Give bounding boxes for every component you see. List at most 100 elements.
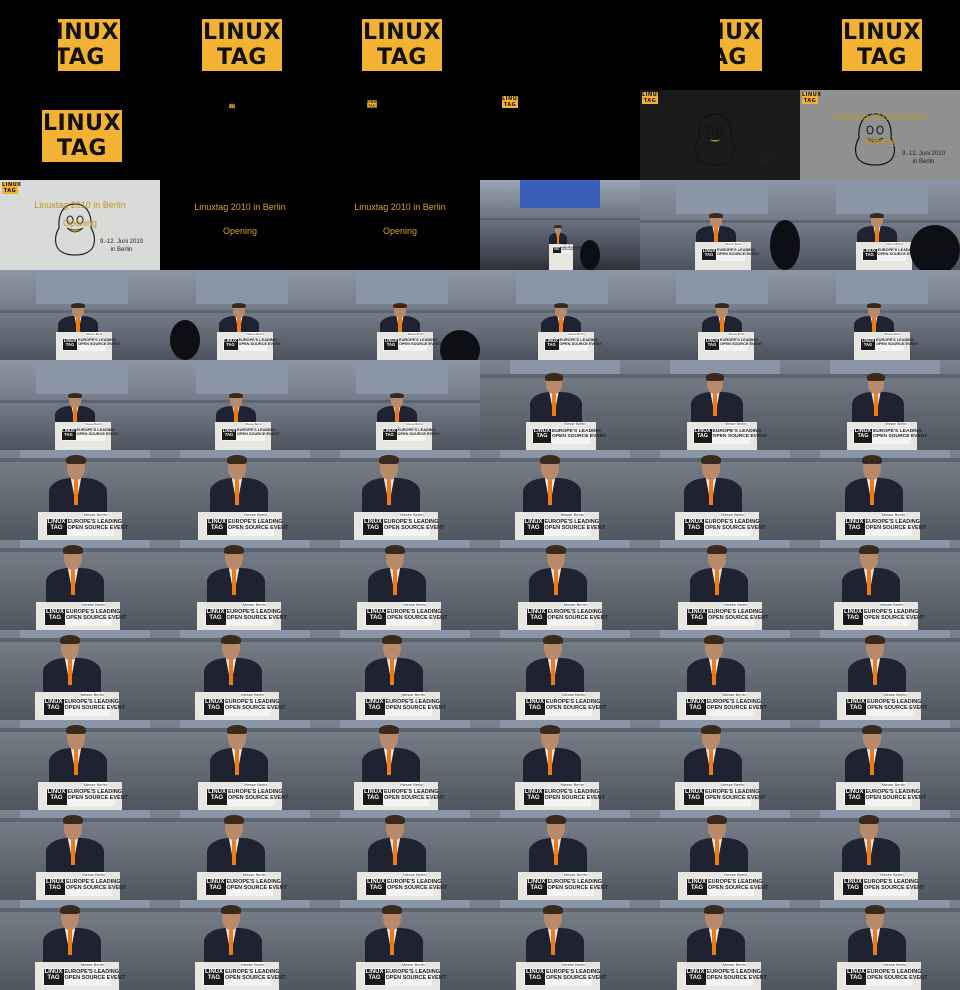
speaker (160, 900, 318, 990)
speaker-tie (869, 479, 875, 505)
lectern-event-text: EUROPE'S LEADING OPEN SOURCE EVENT (239, 339, 281, 347)
stage-scene: LINUX TAG EUROPE'S LEADING OPEN SOURCE EVEN… (800, 900, 960, 990)
lectern-logo-line2: TAG (690, 885, 704, 891)
projection-screen (180, 450, 310, 458)
speaker-tie (866, 839, 872, 865)
lectern-logo-line2: TAG (689, 975, 702, 981)
projection-screen (660, 900, 790, 908)
lectern-event-line1: EUROPE'S LEADING (865, 519, 920, 525)
speaker-frame: LINUX TAG EUROPE'S LEADING OPEN SOURCE EVEN… (640, 810, 800, 900)
lectern-sign: LINUX TAG EUROPE'S LEADING OPEN SOURCE EVEN… (362, 518, 445, 536)
speaker-frame: LINUX TAG EUROPE'S LEADING OPEN SOURCE EVEN… (320, 720, 480, 810)
lectern-sponsor: Messe Berlin (407, 332, 424, 336)
lectern-logo: LINUX TAG (844, 519, 865, 535)
projection-screen (660, 720, 790, 728)
logo-line1: LINUX (683, 20, 761, 45)
lectern-event-line2: OPEN SOURCE EVENT (706, 704, 768, 711)
stage-scene: LINUX TAG EUROPE'S LEADING OPEN SOURCE EVEN… (480, 540, 640, 630)
projection-screen (670, 360, 780, 374)
date-line2: in Berlin (752, 159, 775, 166)
projection-screen (20, 810, 150, 818)
lectern-sponsor: Messe Berlin (728, 332, 745, 336)
lectern-event-line1: EUROPE'S LEADING (864, 879, 919, 885)
speaker-frame: LINUX TAG EUROPE'S LEADING OPEN SOURCE EVEN… (480, 450, 640, 540)
lectern-sign: LINUX TAG EUROPE'S LEADING OPEN SOURCE EVEN… (692, 428, 767, 445)
lectern-event-line1: EUROPE'S LEADING (76, 428, 115, 433)
lectern-logo-line2: TAG (210, 525, 224, 531)
lectern-event-text: EUROPE'S LEADING OPEN SOURCE EVENT (225, 699, 286, 711)
speaker-frame: LINUX TAG EUROPE'S LEADING OPEN SOURCE EVEN… (0, 270, 160, 360)
lectern-logo-line1: LINUX (526, 699, 544, 705)
title-card-subtitle: Opening (62, 218, 98, 228)
lectern-sponsor: Messe Berlin (403, 872, 427, 877)
speaker (320, 720, 476, 810)
projection-screen (36, 270, 128, 304)
lectern-logo: LINUX TAG (552, 246, 561, 254)
lectern-event-line1: EUROPE'S LEADING (864, 609, 919, 615)
speaker (802, 360, 960, 450)
lectern-logo-line2: TAG (386, 342, 396, 348)
projection-screen (36, 360, 128, 394)
lectern-sponsor: Messe Berlin (241, 692, 265, 697)
lectern-sign: LINUX TAG EUROPE'S LEADING OPEN SOURCE EVEN… (686, 608, 769, 626)
lectern-sponsor: Messe Berlin (80, 962, 104, 967)
audience-silhouette (440, 330, 480, 360)
lectern: LINUX TAG EUROPE'S LEADING OPEN SOURCE EVEN… (37, 782, 128, 810)
lectern-event-text: EUROPE'S LEADING OPEN SOURCE EVENT (546, 699, 607, 711)
lectern-event-text: EUROPE'S LEADING OPEN SOURCE EVENT (713, 429, 767, 440)
lectern-sponsor: Messe Berlin (241, 962, 265, 967)
lectern-logo-line2: TAG (207, 975, 221, 981)
lectern-event-line1: EUROPE'S LEADING (705, 789, 760, 795)
speaker-tie (869, 749, 875, 775)
lectern-event-line1: EUROPE'S LEADING (64, 699, 119, 705)
lectern-event-line2: OPEN SOURCE EVENT (78, 342, 121, 347)
lectern: LINUX TAG EUROPE'S LEADING OPEN SOURCE EVEN… (834, 602, 925, 630)
lectern-event-line2: OPEN SOURCE EVENT (237, 432, 280, 437)
speaker-frame: LINUX TAG EUROPE'S LEADING OPEN SOURCE EVEN… (0, 630, 160, 720)
lectern-sponsor: Messe Berlin (83, 782, 107, 787)
speaker (322, 810, 480, 900)
lectern-event-text: EUROPE'S LEADING OPEN SOURCE EVENT (717, 249, 759, 257)
lectern-event-line1: EUROPE'S LEADING (78, 338, 117, 343)
logo-line2: TAG (368, 104, 376, 108)
linux-tag-logo: LINUX TAG (842, 19, 922, 71)
lectern-event-line2: OPEN SOURCE EVENT (384, 794, 445, 801)
lectern-sponsor: Messe Berlin (401, 692, 425, 697)
lectern: LINUX TAG EUROPE'S LEADING OPEN SOURCE EVEN… (195, 692, 286, 720)
lectern-sign: LINUX TAG EUROPE'S LEADING OPEN SOURCE EVEN… (362, 788, 445, 806)
lectern-logo-line1: LINUX (533, 428, 551, 434)
title-card-frame: LINUX TAG Linuxtag 2010 in Berlin Opening 9… (0, 180, 160, 270)
stage-scene: LINUX TAG EUROPE'S LEADING OPEN SOURCE EVEN… (480, 360, 640, 450)
lectern-sponsor: Messe Berlin (883, 962, 907, 967)
lectern-sign: LINUX TAG EUROPE'S LEADING OPEN SOURCE EVEN… (704, 338, 762, 351)
speaker-tie (547, 479, 553, 505)
lectern-sponsor: Messe Berlin (82, 602, 106, 607)
speaker-tie (553, 569, 559, 595)
lectern-logo: LINUX TAG (846, 969, 866, 985)
lectern-logo-line2: TAG (846, 615, 860, 621)
lectern-sign: LINUX TAG EUROPE'S LEADING OPEN SOURCE EVEN… (45, 518, 128, 536)
logo-line1: LINUX (203, 20, 281, 45)
stage-scene: LINUX TAG EUROPE'S LEADING OPEN SOURCE EVEN… (320, 270, 480, 360)
projection-screen (820, 810, 950, 818)
projection-screen (180, 720, 310, 728)
logo-line1: LINUX (229, 103, 237, 106)
speaker-frame: LINUX TAG EUROPE'S LEADING OPEN SOURCE EVEN… (640, 540, 800, 630)
speaker-hair (385, 545, 405, 555)
audience-silhouette (580, 240, 600, 270)
speaker (322, 540, 480, 630)
projection-screen (500, 540, 630, 548)
speaker-tie (714, 569, 720, 595)
lectern-event-text: EUROPE'S LEADING OPEN SOURCE EVENT (68, 789, 129, 801)
title-card-frame: Linuxtag 2010 in Berlin Opening (160, 180, 320, 270)
lectern-logo: LINUX TAG (366, 879, 386, 895)
lectern-event-line1: EUROPE'S LEADING (547, 609, 602, 615)
lectern-sponsor: Messe Berlin (880, 602, 904, 607)
speaker-hair (68, 393, 82, 399)
speaker-tie (557, 234, 559, 245)
black-frame: LINUX TAG (160, 90, 320, 180)
lectern-sign: LINUX TAG EUROPE'S LEADING OPEN SOURCE EVEN… (365, 878, 448, 896)
speaker-hair (709, 213, 723, 219)
lectern: LINUX TAG EUROPE'S LEADING OPEN SOURCE EVEN… (837, 962, 928, 990)
lectern: LINUX TAG EUROPE'S LEADING OPEN SOURCE EVEN… (196, 872, 287, 900)
